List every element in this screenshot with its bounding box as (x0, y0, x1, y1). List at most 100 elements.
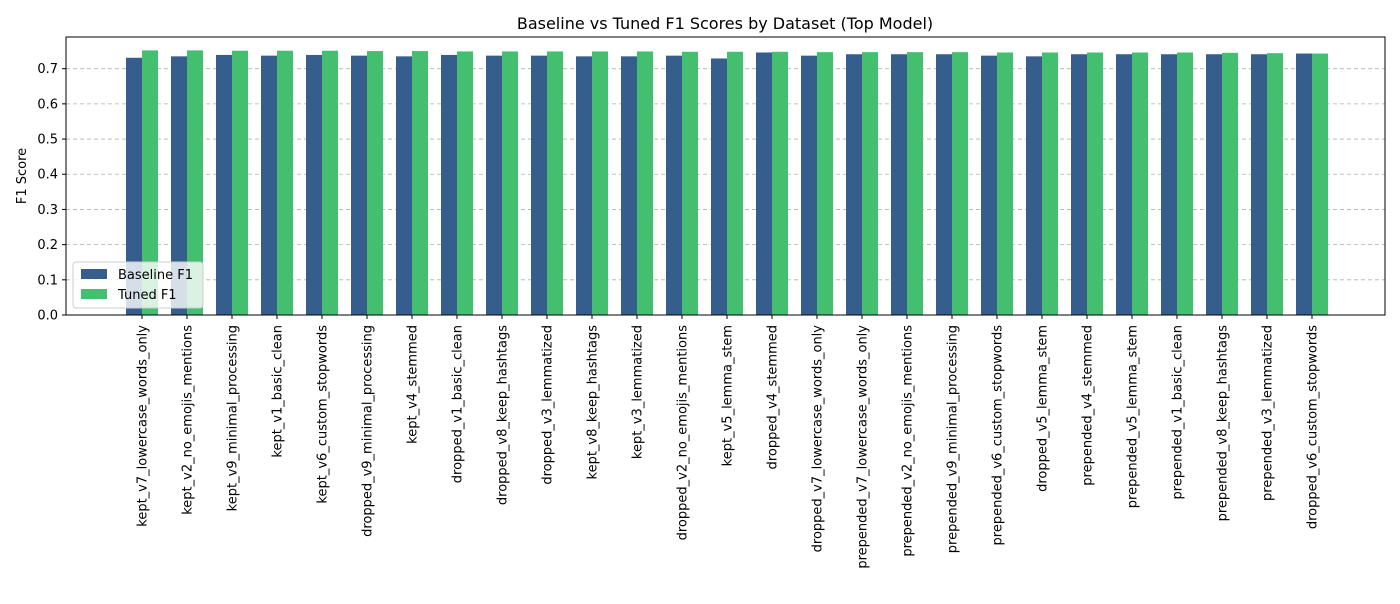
baseline-bar (981, 55, 997, 315)
legend-label: Baseline F1 (118, 268, 193, 283)
tuned-bar (727, 51, 743, 315)
x-tick-label: dropped_v8_keep_hashtags (496, 325, 511, 505)
tuned-bar (637, 51, 653, 315)
y-tick-label: 0.7 (37, 62, 58, 77)
x-tick-label: kept_v5_lemma_stem (721, 325, 736, 466)
baseline-bar (1026, 56, 1042, 315)
tuned-bar (1222, 52, 1238, 315)
x-tick-label: kept_v4_stemmed (406, 325, 421, 444)
baseline-bar (306, 54, 322, 315)
x-tick-label: prepended_v1_basic_clean (1171, 325, 1186, 499)
tuned-bar (367, 51, 383, 315)
x-tick-label: kept_v1_basic_clean (271, 325, 286, 458)
tuned-bar (772, 51, 788, 315)
tuned-bar (817, 52, 833, 315)
tuned-bar (1267, 53, 1283, 315)
x-tick-label: dropped_v1_basic_clean (451, 325, 466, 483)
x-tick-label: dropped_v5_lemma_stem (1036, 325, 1051, 492)
baseline-bar (1251, 54, 1267, 315)
x-tick-label: kept_v7_lowercase_words_only (136, 325, 151, 527)
x-tick-label: dropped_v4_stemmed (766, 325, 781, 469)
legend-swatch (81, 269, 107, 279)
x-tick-label: kept_v9_minimal_processing (226, 325, 241, 511)
tuned-bar (547, 51, 563, 315)
tuned-bar (907, 52, 923, 315)
tuned-bar (322, 50, 338, 315)
x-tick-label: prepended_v6_custom_stopwords (991, 325, 1006, 546)
y-ticks: 0.0 0.1 0.2 0.3 0.4 0.5 0.6 0.7 (37, 62, 66, 324)
x-ticks: kept_v7_lowercase_words_only kept_v2_no_e… (136, 315, 1321, 569)
y-tick-label: 0.1 (37, 273, 58, 288)
baseline-bar (126, 57, 142, 315)
tuned-bar (232, 50, 248, 315)
legend-label: Tuned F1 (117, 288, 177, 303)
baseline-bar (1161, 54, 1177, 315)
x-tick-label: dropped_v2_no_emojis_mentions (676, 325, 691, 541)
tuned-bar (1312, 53, 1328, 315)
y-tick-label: 0.5 (37, 133, 58, 148)
y-tick-label: 0.3 (37, 203, 58, 218)
x-tick-label: prepended_v5_lemma_stem (1126, 325, 1141, 508)
baseline-bar (846, 54, 862, 315)
tuned-bar (862, 52, 878, 315)
baseline-bar (576, 56, 592, 315)
baseline-bar (486, 55, 502, 315)
tuned-bar (1132, 52, 1148, 315)
tuned-bar (187, 50, 203, 315)
bars (126, 50, 1328, 316)
baseline-bar (351, 55, 367, 315)
baseline-bar (171, 56, 187, 315)
x-tick-label: kept_v2_no_emojis_mentions (181, 325, 196, 515)
x-tick-label: prepended_v3_lemmatized (1261, 325, 1276, 501)
x-tick-label: dropped_v6_custom_stopwords (1306, 325, 1321, 529)
x-tick-label: dropped_v3_lemmatized (541, 325, 556, 485)
y-axis-label: F1 Score (15, 148, 30, 204)
baseline-bar (1296, 53, 1312, 315)
tuned-bar (502, 51, 518, 315)
tuned-bar (412, 51, 428, 315)
x-tick-label: kept_v3_lemmatized (631, 325, 646, 459)
baseline-bar (666, 55, 682, 315)
x-tick-label: prepended_v7_lowercase_words_only (856, 325, 871, 569)
legend: Baseline F1 Tuned F1 (72, 261, 204, 309)
tuned-bar (1087, 52, 1103, 315)
x-tick-label: prepended_v4_stemmed (1081, 325, 1096, 486)
tuned-bar (277, 50, 293, 315)
tuned-bar (997, 52, 1013, 315)
tuned-bar (1042, 52, 1058, 315)
x-tick-label: kept_v6_custom_stopwords (316, 325, 331, 504)
baseline-bar (711, 58, 727, 316)
x-tick-label: kept_v8_keep_hashtags (586, 325, 601, 480)
tuned-bar (142, 50, 158, 315)
tuned-bar (682, 51, 698, 315)
axes (65, 36, 1386, 316)
baseline-bar (1116, 54, 1132, 315)
baseline-bar (216, 54, 232, 315)
y-tick-label: 0.2 (37, 238, 58, 253)
baseline-bar (1071, 54, 1087, 315)
baseline-bar (531, 55, 547, 315)
baseline-bar (891, 54, 907, 315)
tuned-bar (592, 51, 608, 315)
y-tick-label: 0.0 (37, 309, 58, 324)
tuned-bar (1177, 52, 1193, 315)
baseline-bar (621, 56, 637, 315)
baseline-bar (396, 56, 412, 315)
chart-title: Baseline vs Tuned F1 Scores by Dataset (… (517, 14, 933, 33)
y-tick-label: 0.6 (37, 97, 58, 112)
baseline-bar (801, 55, 817, 315)
baseline-bar (1206, 54, 1222, 315)
x-tick-label: dropped_v7_lowercase_words_only (811, 325, 826, 553)
baseline-bar (756, 52, 772, 315)
legend-swatch (81, 289, 107, 299)
x-tick-label: prepended_v2_no_emojis_mentions (901, 325, 916, 557)
baseline-bar (936, 54, 952, 315)
x-tick-label: prepended_v9_minimal_processing (946, 325, 961, 553)
baseline-bar (441, 54, 457, 315)
baseline-bar (261, 55, 277, 315)
tuned-bar (457, 51, 473, 315)
x-tick-label: dropped_v9_minimal_processing (361, 325, 376, 537)
plot-frame (65, 36, 1386, 316)
y-tick-label: 0.4 (37, 168, 58, 183)
